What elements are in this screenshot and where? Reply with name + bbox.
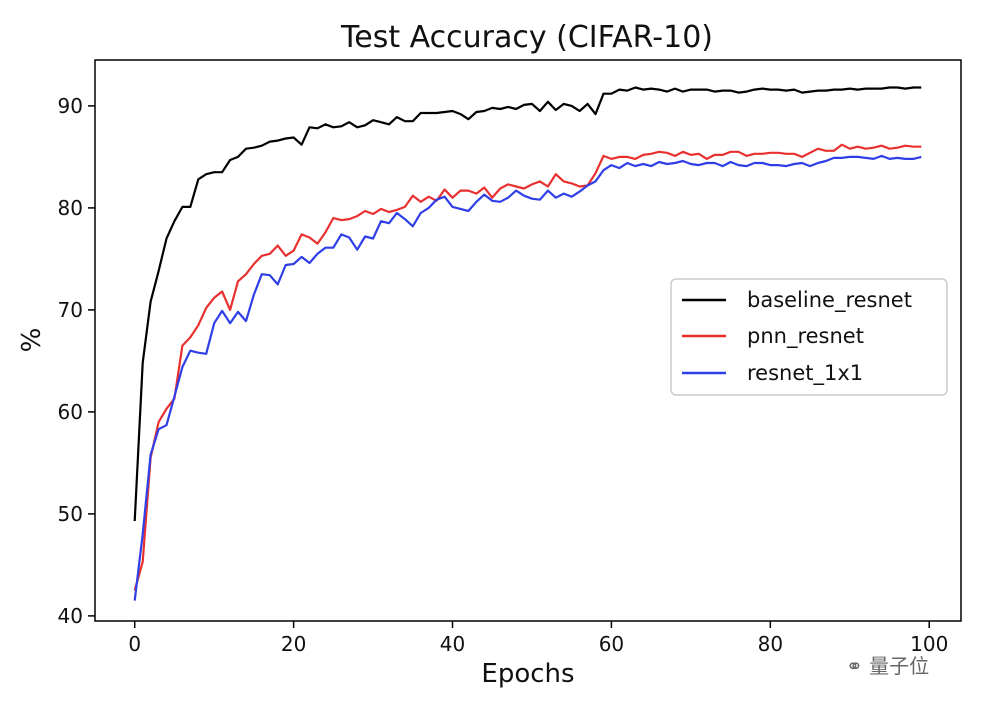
x-tick-label: 60	[599, 632, 624, 656]
x-tick-label: 100	[910, 632, 948, 656]
y-tick-label: 80	[58, 196, 83, 220]
legend-label-pnn-resnet: pnn_resnet	[747, 324, 864, 349]
y-axis-ticks: 40 50 60 70 80 90	[58, 94, 95, 628]
y-tick-label: 50	[58, 502, 83, 526]
y-tick-label: 70	[58, 298, 83, 322]
watermark: ⚭ 量子位	[846, 650, 929, 679]
x-tick-label: 40	[440, 632, 465, 656]
legend-label-resnet-1x1: resnet_1x1	[747, 361, 863, 386]
plot-frame	[94, 59, 962, 622]
series-line-baseline-resnet	[133, 86, 922, 522]
series-layer	[133, 86, 922, 601]
y-tick-label: 60	[58, 400, 83, 424]
x-tick-label: 80	[758, 632, 783, 656]
chart-title: Test Accuracy (CIFAR-10)	[340, 20, 713, 55]
series-line-pnn-resnet	[133, 143, 922, 591]
x-tick-label: 0	[128, 632, 141, 656]
legend-box	[670, 278, 948, 396]
y-tick-label: 90	[58, 94, 83, 118]
wechat-icon: ⚭	[846, 654, 863, 678]
legend: baseline_resnet pnn_resnet resnet_1x1	[670, 278, 948, 396]
x-axis-label: Epochs	[481, 659, 574, 689]
watermark-text: 量子位	[869, 654, 930, 678]
y-axis-label: %	[17, 328, 47, 353]
x-axis-ticks: 0 20 40 60 80 100	[128, 621, 948, 656]
series-line-resnet-1x1	[133, 154, 922, 601]
x-tick-label: 20	[281, 632, 306, 656]
y-tick-label: 40	[58, 604, 83, 628]
legend-label-baseline-resnet: baseline_resnet	[747, 288, 912, 313]
